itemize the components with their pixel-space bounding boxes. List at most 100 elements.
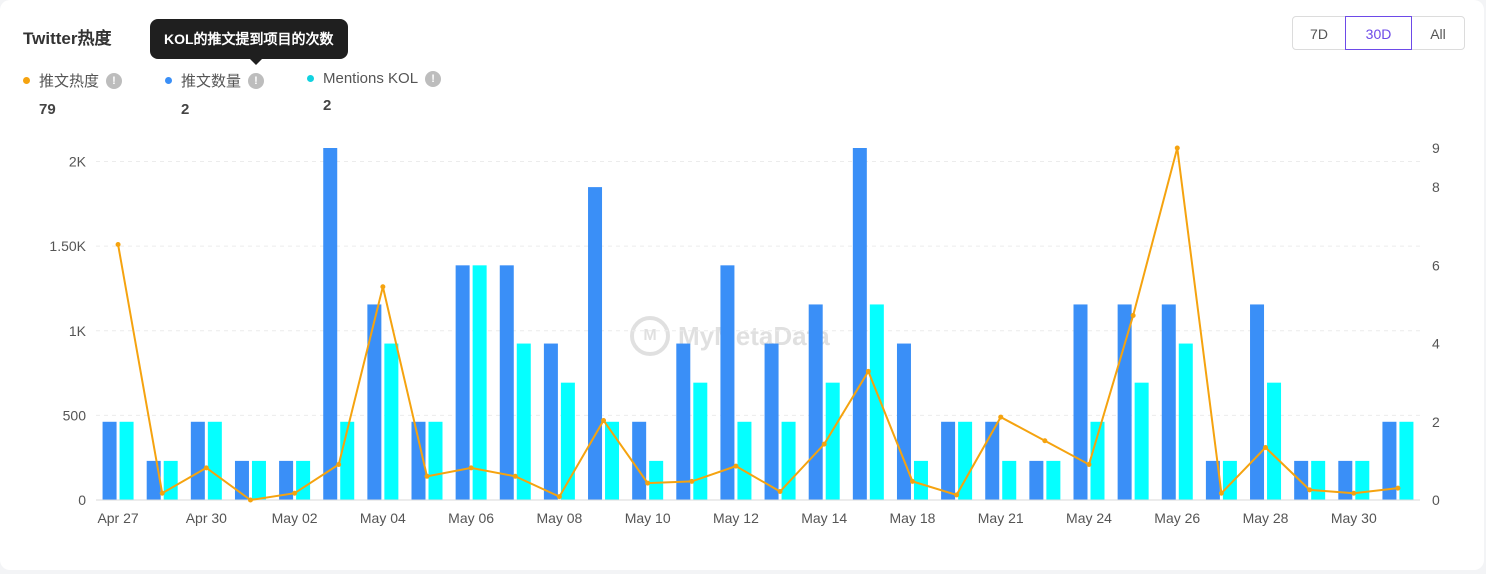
bar-tweet-count <box>764 343 779 500</box>
info-icon[interactable]: ! <box>248 72 265 89</box>
legend-dot <box>23 77 30 84</box>
line-point <box>954 492 960 498</box>
bar-mentions-kol <box>737 421 752 500</box>
legend-mentions-kol[interactable]: Mentions KOL ! 2 <box>307 70 442 114</box>
bar-mentions-kol <box>207 421 222 500</box>
bar-tweet-count <box>411 421 426 500</box>
line-point <box>336 461 342 467</box>
legend-label: 推文数量 <box>181 73 242 90</box>
line-point <box>203 465 209 471</box>
line-point <box>1307 487 1313 493</box>
bar-tweet-count <box>1382 421 1397 500</box>
line-tweet-heat <box>117 147 1399 502</box>
legend-label: 推文热度 <box>39 73 100 90</box>
bar-tweet-count <box>985 421 1000 500</box>
bar-tweet-count <box>896 343 911 500</box>
line-point <box>292 490 298 496</box>
legend-value: 2 <box>323 97 332 114</box>
x-tick-label: May 30 <box>1331 510 1377 526</box>
bar-tweet-count <box>279 460 294 500</box>
bar-mentions-kol <box>1267 382 1282 500</box>
y-right-tick-label: 8 <box>1432 179 1440 195</box>
y-right-tick-label: 6 <box>1432 257 1440 273</box>
bar-mentions-kol <box>296 460 311 500</box>
bar-mentions-kol <box>516 343 531 500</box>
line-point <box>909 478 915 484</box>
bar-mentions-kol <box>1399 421 1414 500</box>
x-tick-label: May 21 <box>978 510 1024 526</box>
line-point <box>115 241 121 247</box>
line-point <box>689 478 695 484</box>
range-selector: 7D 30D All <box>1292 16 1465 50</box>
line-point <box>247 497 253 503</box>
x-tick-label: May 24 <box>1066 510 1112 526</box>
line-point <box>1042 438 1048 444</box>
line-point <box>512 473 518 479</box>
bar-tweet-count <box>720 265 735 500</box>
bar-tweet-count <box>146 460 161 500</box>
bar-tweet-count <box>1205 460 1220 500</box>
watermark-text: MyMetaData <box>678 320 830 351</box>
x-tick-label: Apr 30 <box>186 510 227 526</box>
bar-tweet-count <box>1029 460 1044 500</box>
line-point <box>1395 485 1401 491</box>
bar-mentions-kol <box>781 421 796 500</box>
line-point <box>1086 461 1092 467</box>
legend-tweet-heat[interactable]: 推文热度 ! 79 <box>23 70 123 118</box>
bar-tweet-count <box>499 265 514 500</box>
bar-mentions-kol <box>1046 460 1061 500</box>
bar-mentions-kol <box>119 421 134 500</box>
y-left-tick-label: 1K <box>69 323 87 339</box>
legend-tweet-count[interactable]: 推文数量 ! 2 <box>165 70 265 118</box>
x-tick-label: May 10 <box>625 510 671 526</box>
bar-tweet-count <box>852 148 867 500</box>
bar-tweet-count <box>1117 304 1132 500</box>
x-tick-label: May 14 <box>801 510 847 526</box>
legend-value: 2 <box>181 101 190 118</box>
y-left-tick-label: 0 <box>78 492 86 508</box>
line-point <box>645 480 651 486</box>
x-tick-label: May 02 <box>272 510 318 526</box>
info-icon[interactable]: ! <box>425 70 442 87</box>
info-icon[interactable]: ! <box>106 72 123 89</box>
watermark: M MyMetaData <box>630 316 830 356</box>
bar-tweet-count <box>1338 460 1353 500</box>
bar-tweet-count <box>323 148 338 500</box>
bar-tweet-count <box>1250 304 1265 500</box>
x-tick-label: May 26 <box>1154 510 1200 526</box>
bar-mentions-kol <box>384 343 399 500</box>
x-tick-label: Apr 27 <box>97 510 138 526</box>
bar-mentions-kol <box>1311 460 1326 500</box>
x-tick-label: May 12 <box>713 510 759 526</box>
x-tick-label: May 08 <box>536 510 582 526</box>
y-left-tick-label: 500 <box>63 407 87 423</box>
x-tick-label: May 28 <box>1243 510 1289 526</box>
bar-tweet-count <box>543 343 558 500</box>
bar-tweet-count <box>455 265 470 500</box>
line-point <box>865 368 871 374</box>
line-point <box>556 494 562 500</box>
line-point <box>777 489 783 495</box>
info-tooltip: KOL的推文提到项目的次数 <box>150 19 348 65</box>
bar-tweet-count <box>1161 304 1176 500</box>
y-right-tick-label: 2 <box>1432 414 1440 430</box>
bar-tweet-count <box>102 421 117 500</box>
bar-tweet-count <box>808 304 823 500</box>
bar-mentions-kol <box>693 382 708 500</box>
legend-label: Mentions KOL <box>323 70 419 87</box>
line-point <box>468 465 474 471</box>
y-left-tick-label: 2K <box>69 154 87 170</box>
watermark-logo-icon: M <box>630 316 670 356</box>
x-tick-label: May 04 <box>360 510 406 526</box>
bar-tweet-count <box>1073 304 1088 500</box>
range-30d-button[interactable]: 30D <box>1345 16 1412 50</box>
bar-mentions-kol <box>163 460 178 500</box>
line-point <box>821 441 827 447</box>
bar-mentions-kol <box>913 460 928 500</box>
line-point <box>601 417 607 423</box>
bar-tweet-count <box>632 421 647 500</box>
line-point <box>1218 490 1224 496</box>
line-point <box>1263 445 1269 451</box>
